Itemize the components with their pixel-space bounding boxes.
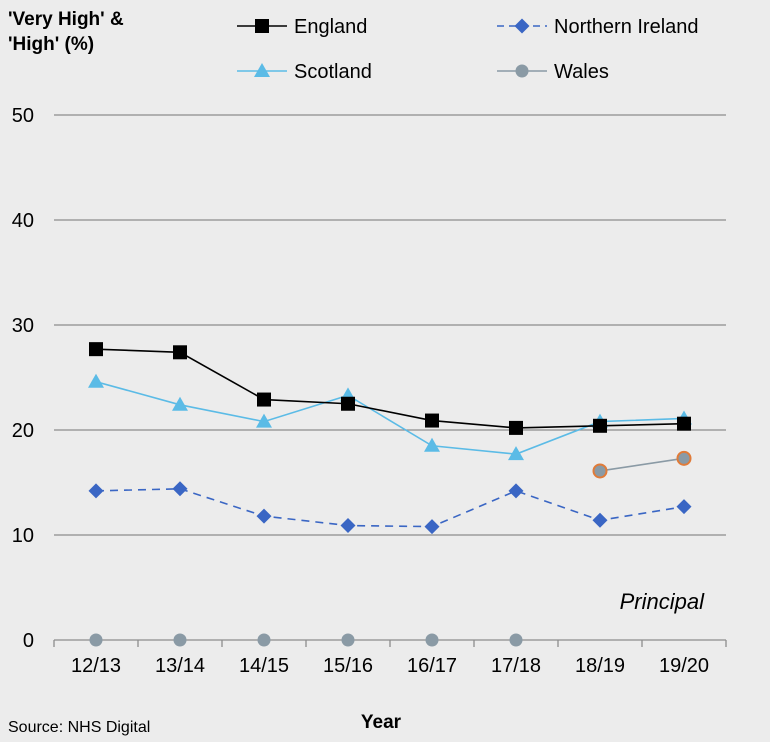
series-line-scotland xyxy=(95,380,685,455)
x-axis-title: Year xyxy=(361,712,402,733)
x-tick-label: 17/18 xyxy=(491,655,541,677)
data-point-wales xyxy=(257,633,271,647)
data-point-scotland xyxy=(424,437,440,452)
x-tick-label: 19/20 xyxy=(659,655,709,677)
principal-annotation: Principal xyxy=(620,589,705,614)
data-point-wales xyxy=(89,633,103,647)
data-point-england xyxy=(173,345,187,360)
y-axis-title-line2: 'High' (%) xyxy=(8,34,94,55)
legend-marker-england xyxy=(255,19,269,33)
legend-label-wales: Wales xyxy=(554,61,609,83)
data-point-northern-ireland xyxy=(508,483,524,499)
axes: 0 10 20 30 40 50 12/13 13/14 14/15 15/16 16/17 17/1… xyxy=(12,105,727,677)
y-tick-label: 10 xyxy=(12,525,34,547)
legend-label-scotland: Scotland xyxy=(294,61,372,83)
data-point-scotland xyxy=(256,413,272,428)
x-tick-label: 14/15 xyxy=(239,655,289,677)
data-point-northern-ireland xyxy=(88,483,104,499)
legend-item-wales: Wales xyxy=(497,61,609,83)
data-point-northern-ireland xyxy=(592,512,608,528)
data-point-scotland xyxy=(508,446,524,461)
legend-item-northern-ireland: Northern Ireland xyxy=(497,16,699,38)
x-tick-label: 12/13 xyxy=(71,655,121,677)
data-point-wales xyxy=(341,633,355,647)
x-tick-label: 16/17 xyxy=(407,655,457,677)
legend: England Northern Ireland Scotland Wales xyxy=(237,16,699,83)
data-point-wales xyxy=(676,450,692,466)
legend-item-england: England xyxy=(237,16,367,38)
x-tick-label: 13/14 xyxy=(155,655,205,677)
data-point-england xyxy=(89,342,103,357)
data-point-scotland xyxy=(88,373,104,388)
series-scotland xyxy=(88,373,692,461)
y-tick-label: 0 xyxy=(23,630,34,652)
series-layer xyxy=(88,342,692,647)
y-tick-label: 30 xyxy=(12,315,34,337)
x-tick-label: 18/19 xyxy=(575,655,625,677)
data-point-wales xyxy=(509,633,523,647)
data-point-northern-ireland xyxy=(256,508,272,524)
series-line-northern-ireland xyxy=(95,487,685,528)
series-line-england xyxy=(95,348,685,429)
legend-marker-scotland xyxy=(254,63,270,77)
data-point-northern-ireland xyxy=(676,499,692,515)
data-point-wales xyxy=(425,633,439,647)
data-point-wales xyxy=(592,463,608,479)
data-point-wales xyxy=(173,633,187,647)
legend-marker-northern-ireland xyxy=(514,18,530,34)
series-line-wales xyxy=(599,457,685,472)
y-tick-label: 50 xyxy=(12,105,34,127)
y-axis-title-line1: 'Very High' & xyxy=(8,9,124,30)
series-england xyxy=(89,342,691,435)
data-point-england xyxy=(257,392,271,407)
x-tick-label: 15/16 xyxy=(323,655,373,677)
gridlines xyxy=(54,114,726,536)
data-point-northern-ireland xyxy=(340,518,356,534)
legend-label-england: England xyxy=(294,16,367,38)
data-point-northern-ireland xyxy=(424,519,440,535)
data-point-england xyxy=(593,418,607,433)
data-point-northern-ireland xyxy=(172,481,188,497)
y-tick-label: 20 xyxy=(12,420,34,442)
data-point-england xyxy=(509,420,523,435)
data-point-england xyxy=(341,396,355,411)
data-point-england xyxy=(425,413,439,428)
legend-item-scotland: Scotland xyxy=(237,61,372,83)
data-point-england xyxy=(677,416,691,431)
y-tick-label: 40 xyxy=(12,210,34,232)
series-northern-ireland xyxy=(88,481,692,535)
legend-label-northern-ireland: Northern Ireland xyxy=(554,16,699,38)
series-wales xyxy=(89,450,692,647)
data-point-scotland xyxy=(172,396,188,411)
source-note: Source: NHS Digital xyxy=(8,719,150,736)
legend-marker-wales xyxy=(515,64,529,78)
